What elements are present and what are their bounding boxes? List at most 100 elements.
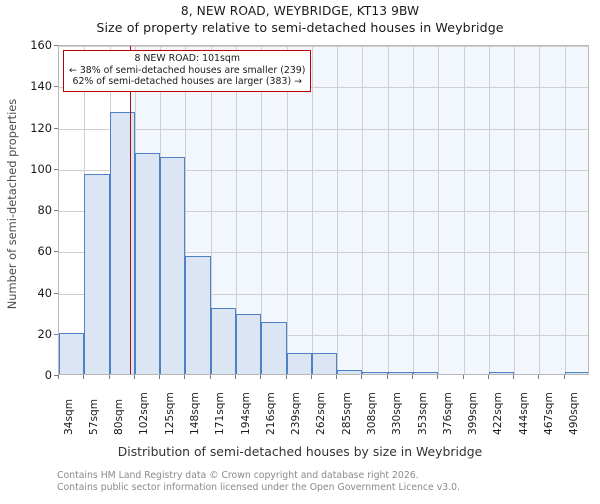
y-tick-label-140: 140 bbox=[30, 79, 52, 94]
x-tick-mark-102sqm bbox=[133, 375, 135, 379]
bar-262sqm bbox=[311, 353, 338, 374]
annotation-line-1: 8 NEW ROAD: 101sqm bbox=[134, 53, 240, 64]
x-tick-mark-239sqm bbox=[285, 375, 287, 379]
bar-102sqm bbox=[134, 153, 161, 374]
bar-285sqm bbox=[337, 369, 363, 374]
x-tick-mark-34sqm bbox=[58, 375, 59, 379]
gridline-y-80 bbox=[59, 211, 588, 212]
bar-194sqm bbox=[236, 314, 262, 374]
bar-422sqm bbox=[488, 371, 515, 374]
property-annotation-box: 8 NEW ROAD: 101sqm ← 38% of semi-detache… bbox=[63, 50, 312, 92]
gridline-x-15 bbox=[438, 46, 440, 374]
y-tick-mark-120 bbox=[54, 127, 58, 129]
x-tick-mark-125sqm bbox=[159, 375, 161, 379]
gridline-x-18 bbox=[514, 46, 516, 374]
y-axis-ticks: 0 20 40 60 80 100 120 140 160 bbox=[0, 38, 53, 382]
y-tick-label-120: 120 bbox=[30, 120, 52, 135]
x-tick-mark-148sqm bbox=[184, 375, 186, 379]
bar-216sqm bbox=[261, 322, 287, 374]
x-tick-label-125sqm: 125sqm bbox=[163, 392, 176, 435]
footer-line-2: Contains public sector information licen… bbox=[57, 481, 460, 493]
gridline-x-5 bbox=[185, 46, 187, 374]
gridline-x-6 bbox=[210, 46, 212, 374]
x-tick-label-239sqm: 239sqm bbox=[290, 392, 303, 435]
y-tick-mark-160 bbox=[54, 45, 58, 46]
x-tick-mark-353sqm bbox=[412, 375, 413, 379]
x-tick-mark-399sqm bbox=[462, 375, 464, 379]
gridline-x-19 bbox=[539, 46, 541, 374]
x-tick-mark-444sqm bbox=[513, 375, 515, 379]
annotation-line-3: 62% of semi-detached houses are larger (… bbox=[72, 76, 302, 88]
y-tick-label-40: 40 bbox=[37, 285, 53, 300]
x-tick-label-34sqm: 34sqm bbox=[62, 398, 75, 435]
bar-34sqm bbox=[59, 332, 85, 374]
x-tick-label-376sqm: 376sqm bbox=[441, 392, 454, 435]
y-tick-mark-0 bbox=[54, 375, 58, 376]
x-tick-label-330sqm: 330sqm bbox=[391, 392, 404, 435]
x-tick-label-171sqm: 171sqm bbox=[214, 392, 227, 435]
x-tick-mark-376sqm bbox=[437, 375, 439, 379]
x-tick-label-399sqm: 399sqm bbox=[467, 392, 480, 435]
y-tick-label-80: 80 bbox=[37, 203, 53, 217]
footer-line-1: Contains HM Land Registry data © Crown c… bbox=[57, 470, 419, 481]
y-tick-mark-80 bbox=[54, 210, 58, 211]
plot-area bbox=[58, 45, 589, 375]
chart-subtitle: Size of property relative to semi-detach… bbox=[96, 20, 504, 35]
y-tick-label-160: 160 bbox=[30, 38, 52, 52]
x-tick-mark-467sqm bbox=[538, 375, 540, 379]
bar-308sqm bbox=[362, 371, 388, 374]
x-tick-label-467sqm: 467sqm bbox=[542, 392, 555, 435]
bar-490sqm bbox=[564, 371, 588, 374]
annotation-line-2: ← 38% of semi-detached houses are smalle… bbox=[69, 64, 306, 76]
gridline-y-100 bbox=[59, 169, 588, 171]
x-tick-label-216sqm: 216sqm bbox=[264, 392, 277, 435]
gridline-y-160 bbox=[59, 46, 588, 47]
x-tick-label-422sqm: 422sqm bbox=[492, 392, 505, 435]
gridline-x-17 bbox=[488, 46, 490, 374]
x-axis-label: Distribution of semi-detached houses by … bbox=[117, 444, 483, 459]
y-tick-mark-140 bbox=[54, 86, 58, 88]
gridline-x-13 bbox=[387, 46, 389, 374]
x-tick-mark-262sqm bbox=[310, 375, 312, 379]
bar-239sqm bbox=[286, 353, 312, 374]
bar-148sqm bbox=[185, 256, 211, 374]
y-tick-label-60: 60 bbox=[37, 244, 53, 259]
x-tick-mark-216sqm bbox=[260, 375, 262, 379]
x-tick-label-262sqm: 262sqm bbox=[315, 392, 328, 435]
y-tick-mark-40 bbox=[54, 292, 58, 294]
gridline-x-11 bbox=[337, 46, 339, 374]
gridline-y-40 bbox=[59, 293, 588, 295]
x-tick-label-57sqm: 57sqm bbox=[87, 398, 100, 435]
gridline-x-16 bbox=[463, 46, 465, 374]
gridline-x-8 bbox=[261, 46, 263, 374]
x-tick-label-444sqm: 444sqm bbox=[517, 392, 530, 435]
bar-171sqm bbox=[210, 308, 236, 374]
x-tick-label-308sqm: 308sqm bbox=[365, 392, 378, 435]
x-tick-label-148sqm: 148sqm bbox=[188, 392, 201, 435]
x-tick-mark-422sqm bbox=[487, 375, 489, 379]
page-title: 8, NEW ROAD, WEYBRIDGE, KT13 9BW bbox=[180, 4, 420, 18]
y-tick-mark-100 bbox=[54, 168, 58, 170]
x-tick-mark-308sqm bbox=[361, 375, 363, 379]
gridline-x-20 bbox=[564, 46, 566, 374]
y-tick-mark-20 bbox=[54, 333, 58, 335]
y-tick-label-20: 20 bbox=[37, 326, 53, 341]
x-tick-label-285sqm: 285sqm bbox=[340, 392, 353, 435]
bar-330sqm bbox=[387, 371, 413, 374]
bar-57sqm bbox=[84, 173, 110, 374]
bar-125sqm bbox=[160, 157, 186, 374]
gridline-x-7 bbox=[236, 46, 237, 374]
y-tick-label-100: 100 bbox=[30, 161, 52, 176]
x-tick-mark-80sqm bbox=[108, 375, 110, 379]
x-tick-label-353sqm: 353sqm bbox=[416, 392, 429, 435]
bar-353sqm bbox=[413, 371, 439, 374]
attribution-footer: Contains HM Land Registry data © Crown c… bbox=[57, 470, 460, 493]
gridline-x-12 bbox=[362, 46, 364, 374]
x-tick-label-490sqm: 490sqm bbox=[568, 392, 581, 435]
gridline-x-9 bbox=[286, 46, 288, 374]
gridline-y-120 bbox=[59, 128, 588, 130]
x-tick-mark-330sqm bbox=[386, 375, 388, 379]
gridline-y-140 bbox=[59, 87, 588, 89]
x-tick-label-194sqm: 194sqm bbox=[239, 392, 252, 435]
